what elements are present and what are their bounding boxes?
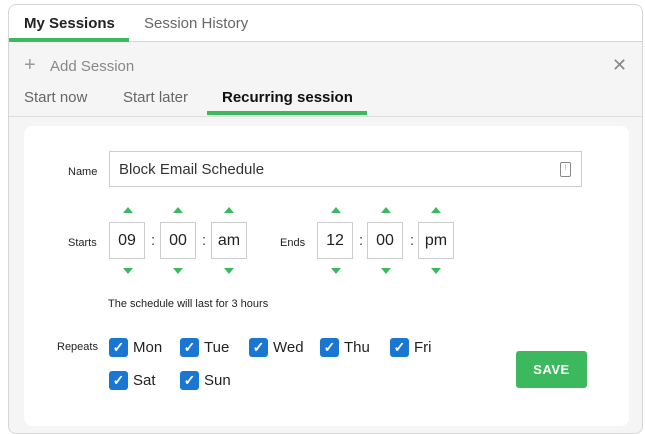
starts-label: Starts xyxy=(68,237,97,249)
separator: : xyxy=(359,232,364,249)
subtab-start-now[interactable]: Start now xyxy=(24,89,88,106)
end-minute-field[interactable]: 00 xyxy=(367,222,403,259)
day-fri[interactable]: ✓ Fri xyxy=(390,338,432,357)
start-ampm-up-arrow-icon[interactable] xyxy=(224,207,234,213)
end-hour-down-arrow-icon[interactable] xyxy=(331,268,341,274)
day-label: Fri xyxy=(414,339,432,356)
day-thu[interactable]: ✓ Thu xyxy=(320,338,370,357)
day-sun[interactable]: ✓ Sun xyxy=(180,371,231,390)
subtab-start-later[interactable]: Start later xyxy=(123,89,189,106)
end-hour-field[interactable]: 12 xyxy=(317,222,353,259)
duration-text: The schedule will last for 3 hours xyxy=(108,298,269,310)
end-minute-up-arrow-icon[interactable] xyxy=(381,207,391,213)
start-ampm-field[interactable]: am xyxy=(211,222,247,259)
day-label: Tue xyxy=(204,339,230,356)
add-session-title: Add Session xyxy=(50,58,135,75)
checkbox-checked-icon[interactable]: ✓ xyxy=(320,338,339,357)
tab-bar: My Sessions Session History xyxy=(9,5,642,42)
day-label: Thu xyxy=(344,339,370,356)
start-hour-down-arrow-icon[interactable] xyxy=(123,268,133,274)
start-ampm-down-arrow-icon[interactable] xyxy=(224,268,234,274)
start-minute-up-arrow-icon[interactable] xyxy=(173,207,183,213)
name-value: Block Email Schedule xyxy=(119,161,265,178)
day-label: Wed xyxy=(273,339,304,356)
separator: : xyxy=(202,232,207,249)
end-ampm-up-arrow-icon[interactable] xyxy=(431,207,441,213)
checkbox-checked-icon[interactable]: ✓ xyxy=(109,371,128,390)
checkbox-checked-icon[interactable]: ✓ xyxy=(180,338,199,357)
name-input[interactable]: Block Email Schedule ⁝ xyxy=(109,151,582,187)
close-icon[interactable]: ✕ xyxy=(612,55,628,75)
recurring-form: Name Block Email Schedule ⁝ Starts Ends … xyxy=(24,126,629,426)
name-label: Name xyxy=(68,166,98,178)
day-label: Sun xyxy=(204,372,231,389)
separator: : xyxy=(410,232,415,249)
contact-card-icon: ⁝ xyxy=(560,162,571,177)
checkbox-checked-icon[interactable]: ✓ xyxy=(249,338,268,357)
subtab-recurring-session[interactable]: Recurring session xyxy=(222,89,353,106)
plus-icon[interactable]: + xyxy=(24,54,36,76)
divider xyxy=(9,116,642,117)
end-ampm-down-arrow-icon[interactable] xyxy=(431,268,441,274)
end-hour-up-arrow-icon[interactable] xyxy=(331,207,341,213)
day-wed[interactable]: ✓ Wed xyxy=(249,338,304,357)
end-ampm-field[interactable]: pm xyxy=(418,222,454,259)
tab-session-history[interactable]: Session History xyxy=(144,15,249,32)
sessions-card: My Sessions Session History + Add Sessio… xyxy=(8,4,643,434)
day-tue[interactable]: ✓ Tue xyxy=(180,338,229,357)
save-button[interactable]: SAVE xyxy=(516,351,587,388)
start-minute-field[interactable]: 00 xyxy=(160,222,196,259)
ends-label: Ends xyxy=(280,237,306,249)
start-hour-field[interactable]: 09 xyxy=(109,222,145,259)
day-sat[interactable]: ✓ Sat xyxy=(109,371,156,390)
active-subtab-indicator xyxy=(207,111,367,115)
day-label: Sat xyxy=(133,372,156,389)
repeats-label: Repeats xyxy=(57,341,98,353)
day-label: Mon xyxy=(133,339,163,356)
checkbox-checked-icon[interactable]: ✓ xyxy=(390,338,409,357)
day-mon[interactable]: ✓ Mon xyxy=(109,338,162,357)
checkbox-checked-icon[interactable]: ✓ xyxy=(109,338,128,357)
active-tab-indicator xyxy=(9,38,129,42)
tab-my-sessions[interactable]: My Sessions xyxy=(24,15,115,32)
separator: : xyxy=(151,232,156,249)
end-minute-down-arrow-icon[interactable] xyxy=(381,268,391,274)
checkbox-checked-icon[interactable]: ✓ xyxy=(180,371,199,390)
start-hour-up-arrow-icon[interactable] xyxy=(123,207,133,213)
start-minute-down-arrow-icon[interactable] xyxy=(173,268,183,274)
